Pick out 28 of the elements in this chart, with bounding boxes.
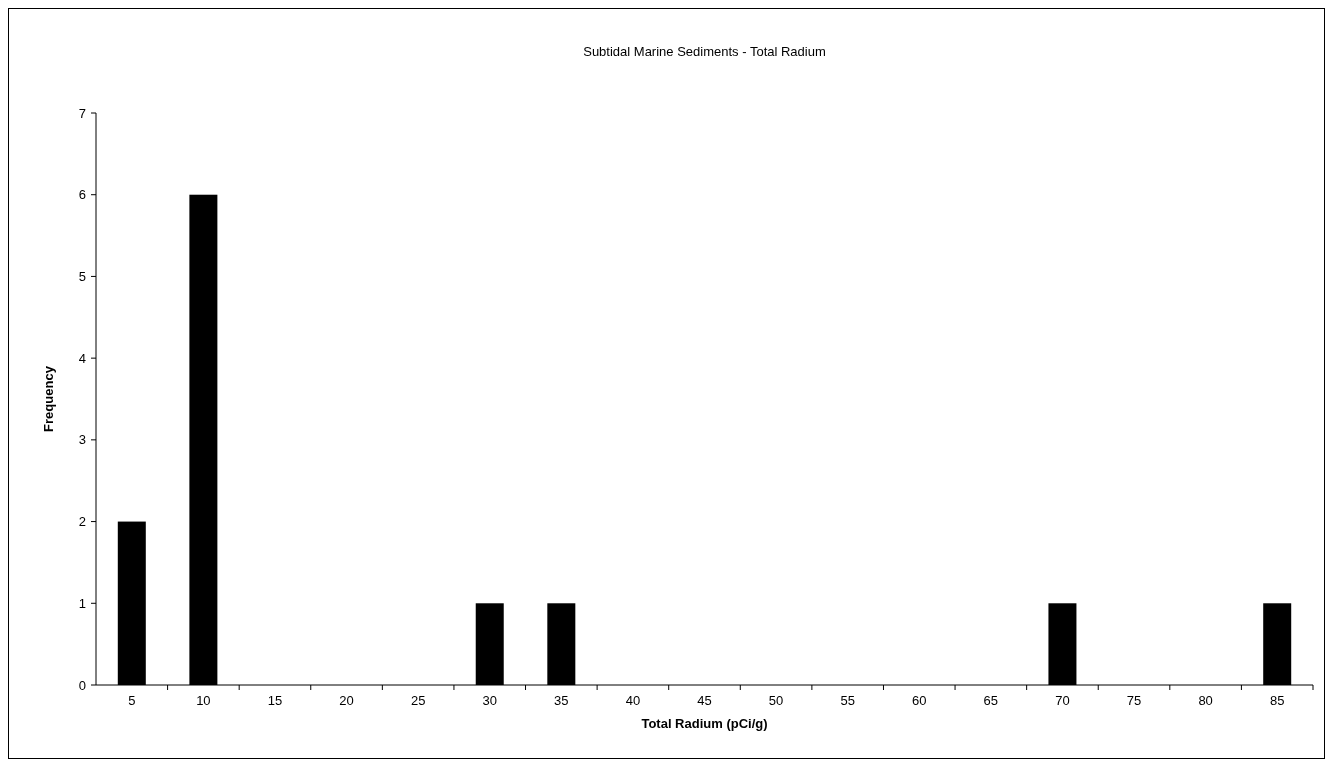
x-tick-label: 70 [1055,693,1070,708]
y-tick-label: 5 [78,268,86,284]
y-tick-label: 6 [78,187,86,203]
chart-title: Subtidal Marine Sediments - Total Radium [583,44,826,59]
x-axis-title: Total Radium (pCi/g) [641,716,768,731]
y-tick-label: 0 [78,677,86,693]
x-tick-label: 10 [196,693,211,708]
x-tick-label: 85 [1269,693,1285,708]
x-tick-label: 25 [410,693,426,708]
y-tick-label: 3 [78,432,86,448]
y-tick-label: 1 [78,595,86,611]
x-tick-label: 45 [697,693,712,708]
x-tick-label: 55 [840,693,855,708]
y-tick-label: 4 [78,350,86,366]
x-tick-label: 5 [128,693,136,708]
x-tick-label: 15 [267,693,283,708]
y-tick-label: 2 [78,514,86,530]
x-tick-label: 65 [983,693,999,708]
x-tick-label: 30 [482,693,497,708]
x-tick-label: 60 [912,693,927,708]
x-tick-label: 40 [625,693,641,708]
y-axis-title: Frequency [41,365,56,432]
x-tick-label: 20 [339,693,354,708]
x-tick-label: 35 [554,693,569,708]
y-tick-label: 7 [78,105,86,121]
x-tick-label: 75 [1126,693,1142,708]
x-tick-label: 50 [768,693,784,708]
x-tick-label: 80 [1198,693,1213,708]
